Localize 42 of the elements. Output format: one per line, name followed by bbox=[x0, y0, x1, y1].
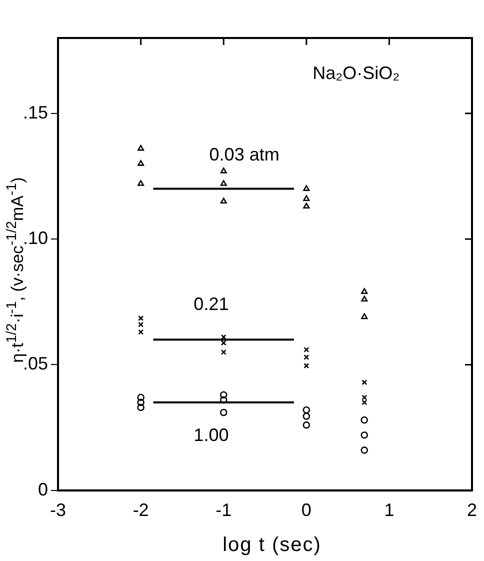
point bbox=[361, 313, 368, 320]
point bbox=[302, 406, 310, 414]
annotation: 0.21 bbox=[194, 294, 229, 314]
x-tick-label: -2 bbox=[132, 500, 149, 520]
point bbox=[303, 195, 310, 202]
x-tick-label: 2 bbox=[466, 500, 478, 520]
annotation: 0.03 atm bbox=[209, 144, 280, 165]
point bbox=[138, 160, 144, 166]
point bbox=[360, 416, 368, 424]
point bbox=[138, 180, 144, 186]
point bbox=[220, 396, 228, 404]
point bbox=[362, 380, 368, 386]
point bbox=[220, 168, 227, 174]
point bbox=[137, 394, 144, 402]
point bbox=[304, 362, 310, 369]
point bbox=[220, 408, 228, 416]
point bbox=[360, 446, 368, 454]
point bbox=[220, 391, 228, 399]
annotation: Na₂O·SiO₂ bbox=[312, 63, 400, 84]
point bbox=[360, 431, 368, 439]
y-tick-label: .10 bbox=[22, 228, 48, 248]
x-tick-label: -1 bbox=[216, 500, 232, 520]
point bbox=[302, 421, 310, 429]
point bbox=[138, 144, 144, 151]
point bbox=[302, 412, 310, 420]
point bbox=[137, 398, 144, 406]
x-tick-label: -3 bbox=[50, 500, 66, 520]
annotation: 1.00 bbox=[194, 425, 229, 446]
point bbox=[220, 180, 227, 186]
point bbox=[137, 404, 144, 412]
point bbox=[138, 329, 144, 335]
point bbox=[303, 202, 310, 209]
point bbox=[361, 288, 368, 294]
point bbox=[303, 185, 310, 191]
y-tick-label: .15 bbox=[22, 102, 48, 122]
y-tick-label: 0 bbox=[38, 479, 48, 500]
point bbox=[220, 349, 226, 355]
x-axis-title: log t (sec) bbox=[222, 534, 322, 557]
point bbox=[361, 296, 368, 302]
x-tick-label: 1 bbox=[384, 500, 394, 520]
point bbox=[220, 198, 227, 204]
x-tick-label: 0 bbox=[301, 500, 312, 520]
